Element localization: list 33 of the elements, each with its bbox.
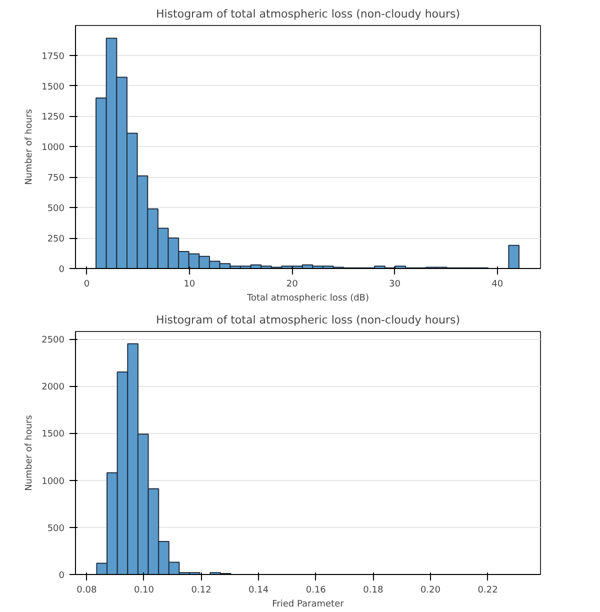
y-tick-label: 1750 [42,52,65,62]
x-tick-label: 0.18 [363,586,384,596]
y-tick-label: 250 [47,234,65,245]
y-tick-label: 0 [58,265,65,275]
y-tick-label: 1500 [42,430,65,440]
y-tick-label: 500 [47,524,65,534]
y-tick-label: 1250 [42,112,65,123]
x-tick-label: 0.22 [478,586,498,596]
x-tick-label: 0.20 [420,586,441,596]
x-tick-label: 0.14 [248,586,269,596]
x-axis-title: Fried Parameter [272,600,344,610]
x-tick-label: 0.08 [76,586,97,596]
x-axis-title: Total atmospheric loss (dB) [246,294,370,304]
chart-title: Histogram of total atmospheric loss (non-cloudy hours) [156,8,460,20]
y-tick-label: 750 [47,174,65,184]
x-tick-label: 20 [286,280,298,290]
x-tick-label: 0.16 [306,586,326,596]
x-tick-label: 10 [184,280,196,290]
chart-title: Histogram of total atmospheric loss (non-cloudy hours) [156,314,460,326]
y-tick-label: 1000 [42,143,65,154]
x-tick-label: 0 [84,280,90,290]
y-tick-label: 500 [47,204,65,214]
y-axis-title: Number of hours [24,414,35,491]
x-tick-label: 40 [492,280,504,290]
y-tick-label: 1000 [42,476,65,487]
y-tick-label: 2500 [42,336,65,346]
y-tick-label: 1500 [42,82,65,92]
y-tick-label: 0 [58,571,65,581]
y-axis-title: Number of hours [24,108,35,185]
x-tick-label: 0.10 [134,586,154,596]
x-tick-label: 30 [389,280,401,290]
x-tick-label: 0.12 [191,586,212,596]
y-tick-label: 2000 [42,382,65,393]
